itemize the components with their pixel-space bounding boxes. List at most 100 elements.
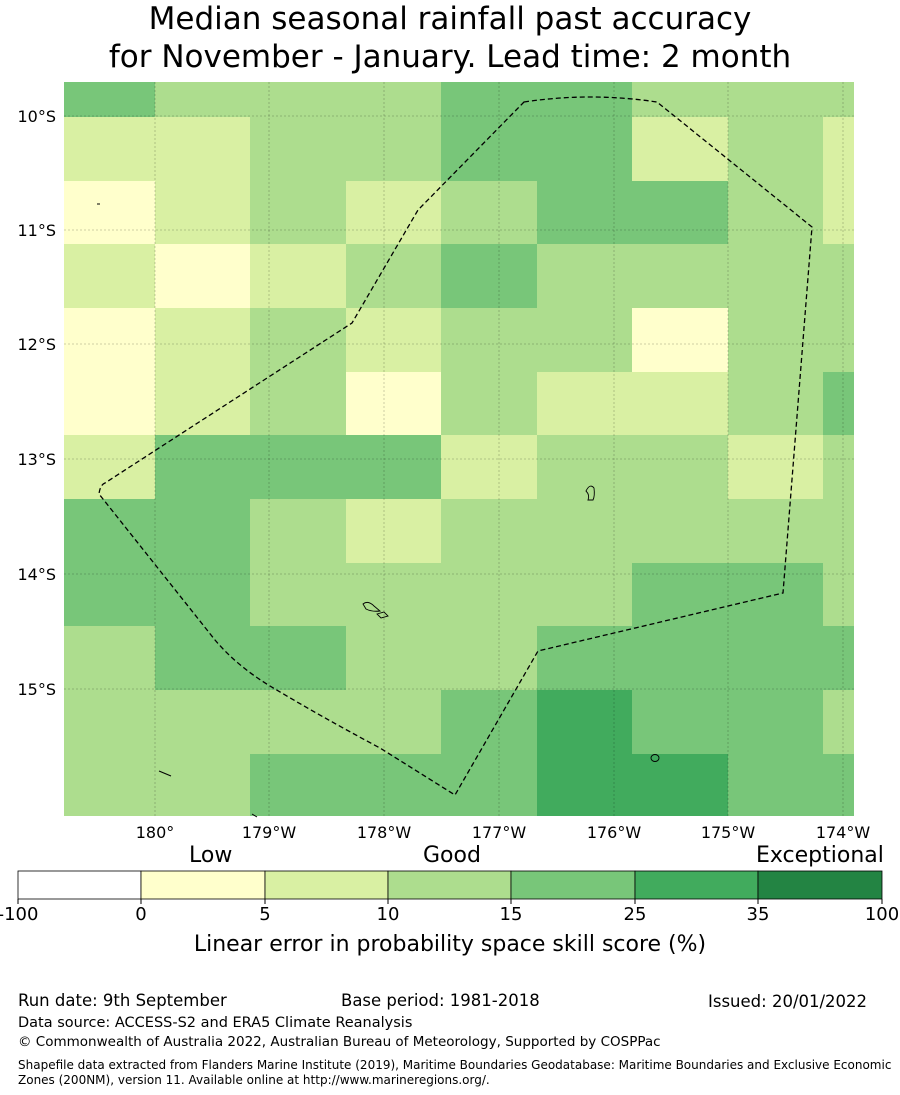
longitude-label: 178°W bbox=[357, 823, 412, 842]
grid-cell bbox=[537, 181, 632, 244]
latitude-label: 10°S bbox=[17, 107, 56, 126]
grid-cell bbox=[64, 690, 155, 754]
grid-cell bbox=[64, 499, 155, 563]
grid-cell bbox=[823, 308, 854, 372]
grid-cell bbox=[728, 82, 823, 117]
grid-cell bbox=[537, 563, 632, 626]
island-outline bbox=[158, 770, 172, 777]
grid-cell bbox=[346, 82, 441, 117]
map-title: Median seasonal rainfall past accuracy f… bbox=[0, 0, 900, 76]
grid-cell bbox=[823, 754, 854, 816]
grid-cell bbox=[632, 563, 728, 626]
grid-cell bbox=[250, 82, 346, 117]
grid-cell bbox=[632, 117, 728, 181]
latitude-label: 15°S bbox=[17, 680, 56, 699]
grid-cell bbox=[537, 499, 632, 563]
colorbar-tick-label: 0 bbox=[135, 904, 146, 925]
grid-cell bbox=[250, 181, 346, 244]
eez-boundary bbox=[98, 96, 813, 796]
grid-cell bbox=[728, 244, 823, 308]
grid-cell bbox=[537, 690, 632, 754]
grid-cell bbox=[250, 626, 346, 690]
grid-cell bbox=[346, 690, 441, 754]
island-outline bbox=[251, 813, 258, 818]
colorbar-tick-label: 35 bbox=[747, 904, 770, 925]
grid-cell bbox=[155, 435, 250, 499]
grid-cell bbox=[441, 372, 537, 435]
grid-cell bbox=[632, 308, 728, 372]
run-date: Run date: 9th September bbox=[18, 991, 227, 1010]
grid-cell bbox=[346, 563, 441, 626]
grid-cell bbox=[537, 244, 632, 308]
grid-cell bbox=[64, 117, 155, 181]
grid-cell bbox=[632, 82, 728, 117]
grid-cell bbox=[155, 563, 250, 626]
grid-cell bbox=[823, 244, 854, 308]
grid-cell bbox=[64, 244, 155, 308]
grid-cell bbox=[441, 563, 537, 626]
grid-cell bbox=[728, 499, 823, 563]
island-outline bbox=[650, 754, 660, 762]
colorbar-segment bbox=[387, 870, 512, 900]
grid-cell bbox=[632, 499, 728, 563]
longitude-label: 176°W bbox=[587, 823, 642, 842]
title-line-2: for November - January. Lead time: 2 mon… bbox=[108, 39, 792, 75]
grid-cell bbox=[155, 690, 250, 754]
grid-cell bbox=[823, 499, 854, 563]
grid-cell bbox=[537, 372, 632, 435]
grid-cell bbox=[64, 754, 155, 816]
grid-cell bbox=[441, 82, 537, 117]
grid-cell bbox=[632, 372, 728, 435]
island-outline bbox=[376, 611, 389, 619]
grid-cell bbox=[823, 117, 854, 181]
grid-cell bbox=[155, 244, 250, 308]
grid-cell bbox=[250, 499, 346, 563]
grid-cell bbox=[64, 308, 155, 372]
grid-cell bbox=[632, 754, 728, 816]
grid-cell bbox=[155, 499, 250, 563]
grid-cell bbox=[64, 82, 155, 117]
grid-cell bbox=[155, 308, 250, 372]
island-outline bbox=[362, 601, 382, 612]
colorbar-tick-label: -100 bbox=[0, 904, 38, 925]
grid-cell bbox=[728, 626, 823, 690]
grid-cell bbox=[537, 82, 632, 117]
longitude-label: 177°W bbox=[472, 823, 527, 842]
longitude-label: 175°W bbox=[701, 823, 756, 842]
legend-exceptional-label: Exceptional bbox=[756, 843, 884, 868]
grid-cell bbox=[441, 181, 537, 244]
grid-cell bbox=[728, 117, 823, 181]
shapefile-credit: Shapefile data extracted from Flanders M… bbox=[18, 1058, 892, 1087]
grid-cell bbox=[346, 626, 441, 690]
colorbar-tick-label: 100 bbox=[865, 904, 899, 925]
colorbar-segment bbox=[510, 870, 636, 900]
grid-cell bbox=[728, 308, 823, 372]
grid-cell bbox=[250, 435, 346, 499]
grid-cell bbox=[441, 308, 537, 372]
colorbar-caption: Linear error in probability space skill … bbox=[193, 932, 707, 957]
grid-cell bbox=[823, 435, 854, 499]
colorbar-tick-label: 15 bbox=[500, 904, 523, 925]
grid-cell bbox=[823, 626, 854, 690]
longitude-label: 174°W bbox=[816, 823, 871, 842]
grid-cell bbox=[441, 690, 537, 754]
latitude-label: 14°S bbox=[17, 565, 56, 584]
grid-cell bbox=[728, 181, 823, 244]
title-line-1: Median seasonal rainfall past accuracy bbox=[148, 1, 752, 37]
grid-cell bbox=[64, 626, 155, 690]
grid-cell bbox=[250, 117, 346, 181]
grid-cell bbox=[346, 754, 441, 816]
grid-cell bbox=[155, 372, 250, 435]
colorbar-segment bbox=[17, 870, 142, 900]
grid-cell bbox=[823, 82, 854, 117]
grid-cell bbox=[64, 181, 155, 244]
colorbar-segment bbox=[634, 870, 759, 900]
colorbar-ticks: -100 0 5 10 15 25 35 100 bbox=[0, 899, 899, 925]
grid-cell bbox=[823, 690, 854, 754]
grid-cell bbox=[346, 181, 441, 244]
grid-cell bbox=[155, 82, 250, 117]
colorbar bbox=[17, 870, 883, 900]
latitude-labels: 10°S 11°S 12°S 13°S 14°S 15°S bbox=[17, 107, 56, 699]
grid-cell bbox=[441, 499, 537, 563]
